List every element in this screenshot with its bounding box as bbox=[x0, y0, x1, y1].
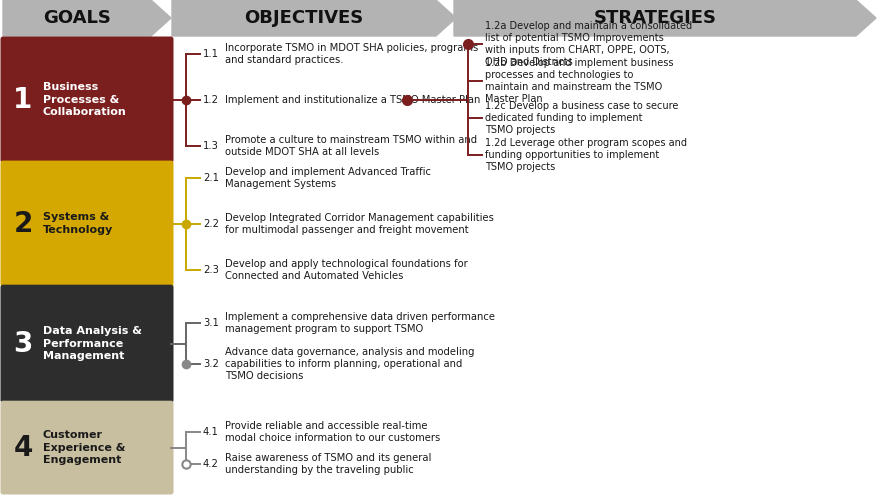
FancyBboxPatch shape bbox=[1, 37, 173, 162]
Text: 1.3: 1.3 bbox=[203, 141, 219, 150]
Text: Develop Integrated Corridor Management capabilities
for multimodal passenger and: Develop Integrated Corridor Management c… bbox=[225, 213, 493, 235]
Text: Customer
Experience &
Engagement: Customer Experience & Engagement bbox=[43, 430, 126, 465]
Text: 1.2c Develop a business case to secure
dedicated funding to implement
TSMO proje: 1.2c Develop a business case to secure d… bbox=[485, 101, 678, 135]
Text: Systems &
Technology: Systems & Technology bbox=[43, 212, 113, 235]
Text: 4.2: 4.2 bbox=[203, 458, 219, 469]
Text: 1.2a Develop and maintain a consolidated
list of potential TSMO Improvements
wit: 1.2a Develop and maintain a consolidated… bbox=[485, 21, 691, 67]
Text: 2: 2 bbox=[13, 210, 32, 238]
Text: Implement a comprehensive data driven performance
management program to support : Implement a comprehensive data driven pe… bbox=[225, 312, 494, 334]
Text: 4: 4 bbox=[13, 434, 32, 462]
Text: STRATEGIES: STRATEGIES bbox=[593, 9, 716, 27]
Text: 1.2d Leverage other program scopes and
funding opportunities to implement
TSMO p: 1.2d Leverage other program scopes and f… bbox=[485, 138, 687, 172]
Text: Advance data governance, analysis and modeling
capabilities to inform planning, : Advance data governance, analysis and mo… bbox=[225, 347, 474, 381]
Text: Provide reliable and accessible real-time
modal choice information to our custom: Provide reliable and accessible real-tim… bbox=[225, 421, 440, 443]
Text: 1: 1 bbox=[13, 86, 32, 113]
Text: 2.1: 2.1 bbox=[203, 173, 219, 183]
Text: Business
Processes &
Collaboration: Business Processes & Collaboration bbox=[43, 82, 126, 117]
Text: 4.1: 4.1 bbox=[203, 427, 219, 437]
Text: 1.2: 1.2 bbox=[203, 95, 219, 104]
Text: 3: 3 bbox=[13, 330, 32, 358]
Text: 2.3: 2.3 bbox=[203, 265, 219, 275]
Text: Data Analysis &
Performance
Management: Data Analysis & Performance Management bbox=[43, 326, 141, 361]
Text: Develop and implement Advanced Traffic
Management Systems: Develop and implement Advanced Traffic M… bbox=[225, 167, 430, 189]
Polygon shape bbox=[3, 0, 171, 36]
Text: Implement and institutionalize a TSMO Master Plan: Implement and institutionalize a TSMO Ma… bbox=[225, 95, 480, 104]
Text: Promote a culture to mainstream TSMO within and
outside MDOT SHA at all levels: Promote a culture to mainstream TSMO wit… bbox=[225, 135, 477, 156]
FancyBboxPatch shape bbox=[1, 400, 173, 495]
Text: Incorporate TSMO in MDOT SHA policies, programs
and standard practices.: Incorporate TSMO in MDOT SHA policies, p… bbox=[225, 43, 478, 64]
Text: OBJECTIVES: OBJECTIVES bbox=[244, 9, 363, 27]
Text: GOALS: GOALS bbox=[43, 9, 111, 27]
Text: 3.1: 3.1 bbox=[203, 318, 219, 328]
Text: Develop and apply technological foundations for
Connected and Automated Vehicles: Develop and apply technological foundati… bbox=[225, 259, 467, 281]
Text: 1.2b Develop and implement business
processes and technologies to
maintain and m: 1.2b Develop and implement business proc… bbox=[485, 58, 673, 104]
FancyBboxPatch shape bbox=[1, 160, 173, 287]
Polygon shape bbox=[453, 0, 875, 36]
Text: 2.2: 2.2 bbox=[203, 219, 219, 229]
Text: 1.1: 1.1 bbox=[203, 49, 219, 58]
Text: 3.2: 3.2 bbox=[203, 359, 219, 369]
Text: Raise awareness of TSMO and its general
understanding by the traveling public: Raise awareness of TSMO and its general … bbox=[225, 452, 431, 475]
Polygon shape bbox=[172, 0, 456, 36]
FancyBboxPatch shape bbox=[1, 285, 173, 403]
